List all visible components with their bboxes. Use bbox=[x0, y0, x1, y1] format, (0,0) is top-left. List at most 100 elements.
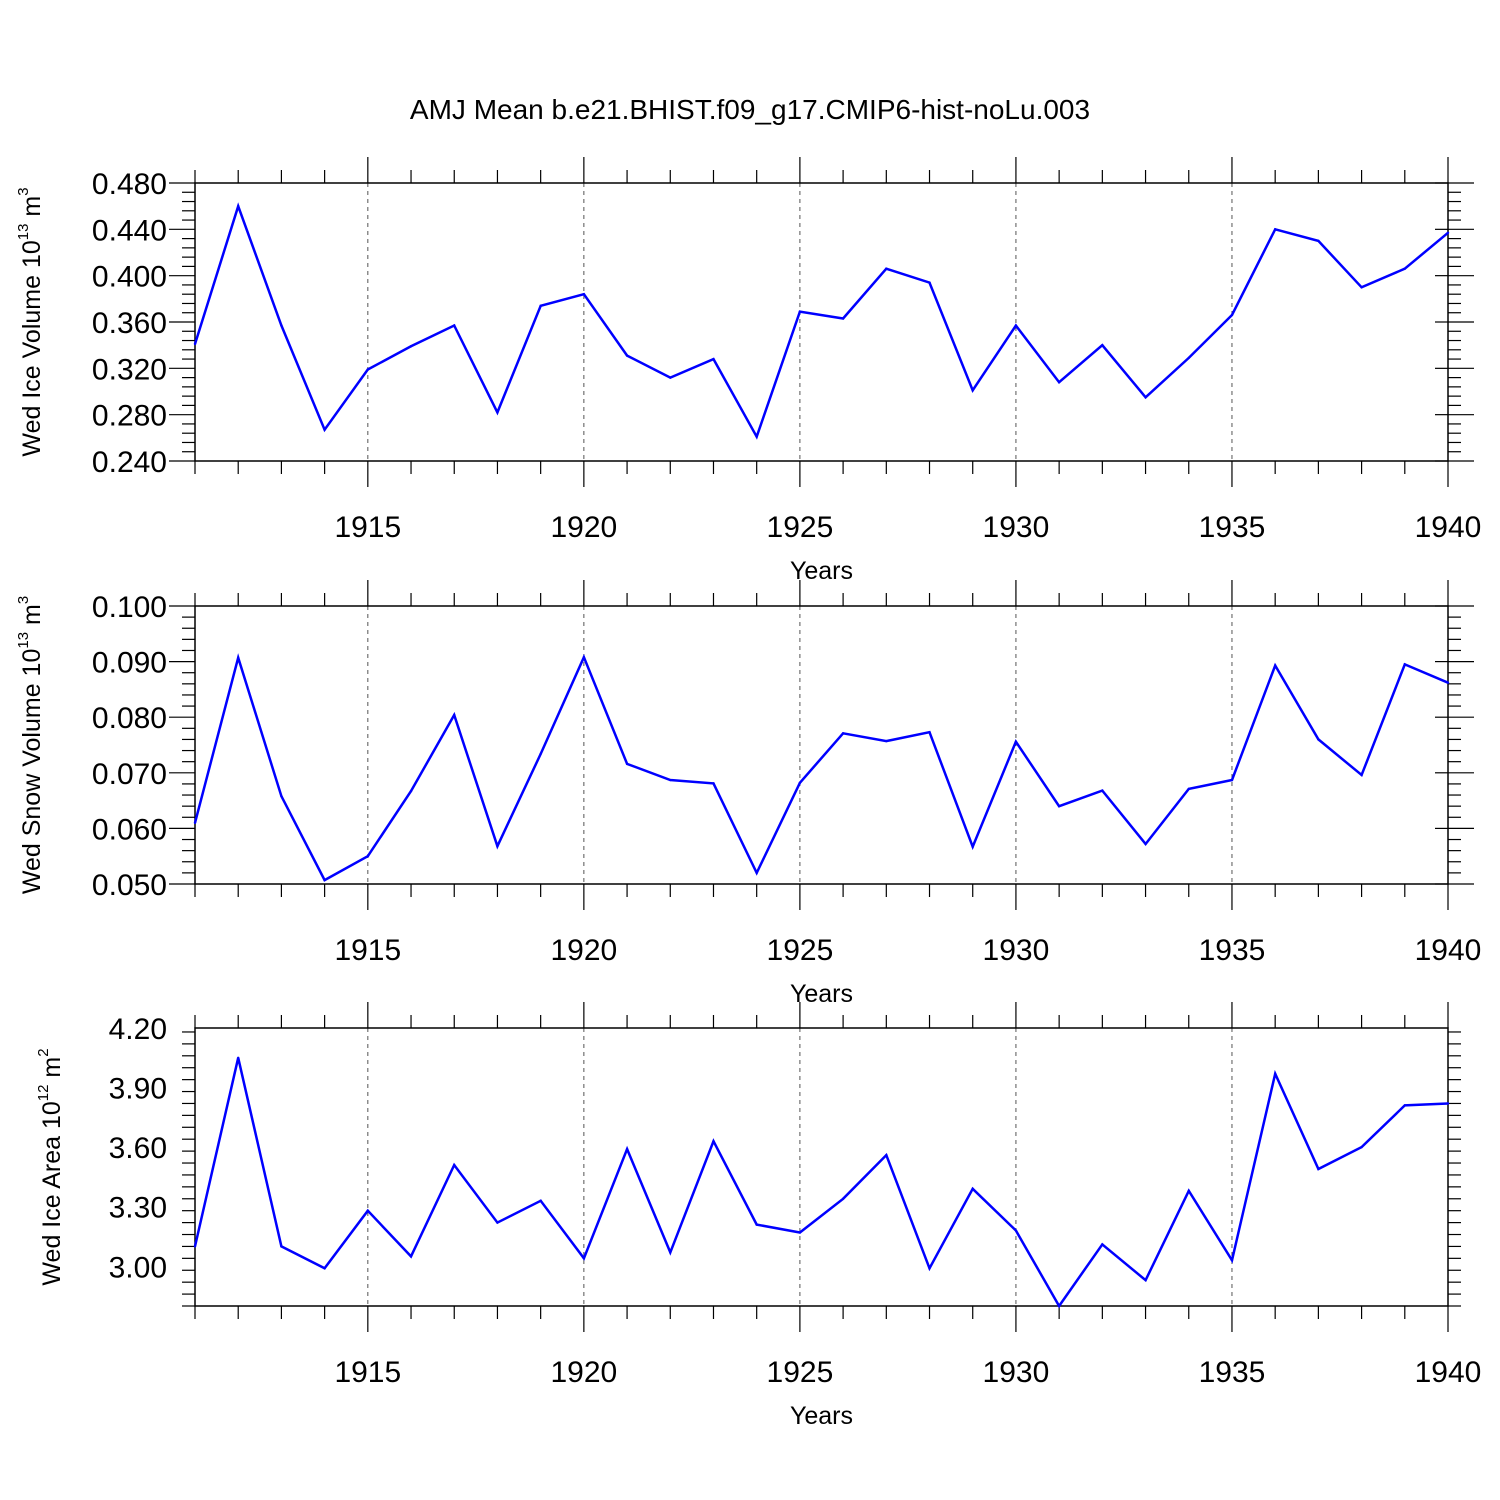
data-point bbox=[798, 1231, 802, 1234]
data-point bbox=[1187, 787, 1190, 791]
data-point bbox=[885, 267, 888, 270]
data-point bbox=[755, 871, 758, 875]
data-point bbox=[1273, 228, 1277, 231]
data-point bbox=[323, 428, 326, 431]
y-tick-label: 0.240 bbox=[92, 446, 167, 479]
data-point bbox=[885, 739, 888, 743]
data-point bbox=[323, 878, 326, 882]
data-point bbox=[798, 781, 802, 785]
x-axis-label: Years bbox=[790, 1402, 853, 1430]
x-tick-label: 1920 bbox=[550, 511, 617, 544]
data-point bbox=[582, 655, 586, 659]
data-point bbox=[1057, 381, 1061, 384]
series-line bbox=[193, 653, 1449, 882]
data-point bbox=[712, 357, 715, 361]
x-tick-label: 1930 bbox=[983, 1356, 1050, 1389]
x-tick-label: 1935 bbox=[1199, 934, 1266, 967]
data-point bbox=[280, 794, 283, 798]
data-point bbox=[409, 1255, 413, 1258]
data-point bbox=[1101, 343, 1104, 347]
y-tick-label: 0.320 bbox=[92, 353, 167, 386]
data-point bbox=[1014, 324, 1018, 327]
y-label-unit-exponent: 3 bbox=[15, 187, 32, 195]
data-point bbox=[496, 844, 499, 848]
y-tick-label: 0.070 bbox=[92, 758, 167, 791]
data-point bbox=[1446, 681, 1450, 684]
data-point bbox=[1057, 804, 1061, 808]
data-point bbox=[625, 354, 629, 357]
y-tick-label: 0.060 bbox=[92, 813, 167, 846]
y-label-unit-exponent: 3 bbox=[15, 596, 32, 604]
y-label-exponent: 13 bbox=[15, 224, 32, 241]
y-tick-label: 4.20 bbox=[109, 1013, 167, 1046]
data-point bbox=[582, 293, 586, 296]
data-point bbox=[496, 411, 499, 414]
plot-frame bbox=[194, 1027, 1449, 1307]
data-point bbox=[453, 713, 456, 717]
data-point bbox=[539, 752, 542, 756]
data-point bbox=[1101, 789, 1104, 792]
data-point bbox=[755, 1223, 758, 1226]
data-point bbox=[496, 1221, 499, 1224]
x-tick-label: 1940 bbox=[1415, 511, 1482, 544]
data-point bbox=[1144, 396, 1147, 399]
data-point bbox=[669, 778, 672, 782]
data-point bbox=[669, 1251, 672, 1254]
y-label-exponent: 12 bbox=[35, 1085, 52, 1102]
data-point bbox=[193, 821, 197, 825]
x-tick-label: 1935 bbox=[1199, 511, 1266, 544]
data-point bbox=[1403, 663, 1406, 666]
data-point bbox=[193, 1245, 197, 1248]
data-point bbox=[1317, 1167, 1320, 1171]
x-tick-label: 1935 bbox=[1199, 1356, 1266, 1389]
panel-1: 0.240 0.280 0.320 0.360 0.400 0.440 0.480 1915 1… bbox=[15, 157, 1481, 585]
x-tick-label: 1920 bbox=[550, 934, 617, 967]
x-tick-label: 1915 bbox=[334, 1356, 401, 1389]
x-tick-label: 1925 bbox=[767, 934, 834, 967]
x-tick-label: 1930 bbox=[983, 511, 1050, 544]
data-point bbox=[280, 324, 283, 327]
data-point bbox=[1187, 1189, 1190, 1193]
y-label-unit-exponent: 2 bbox=[35, 1048, 52, 1056]
data-point bbox=[625, 762, 629, 766]
data-point bbox=[366, 368, 370, 371]
y-tick-label: 0.080 bbox=[92, 702, 167, 735]
y-label-main: Wed Snow Volume 10 bbox=[18, 649, 46, 895]
data-point bbox=[1014, 740, 1018, 743]
y-tick-label: 0.440 bbox=[92, 214, 167, 247]
y-label-unit: m bbox=[18, 196, 46, 224]
data-point bbox=[1360, 286, 1363, 289]
data-point bbox=[841, 1197, 845, 1200]
data-point bbox=[1144, 1278, 1147, 1282]
data-point bbox=[1403, 267, 1406, 270]
data-point bbox=[1360, 773, 1363, 777]
data-point bbox=[1360, 1145, 1363, 1149]
series-line bbox=[193, 1057, 1449, 1309]
x-tick-label: 1925 bbox=[767, 1356, 834, 1389]
data-point bbox=[582, 1257, 586, 1260]
data-point bbox=[539, 304, 542, 307]
chart-title: AMJ Mean b.e21.BHIST.f09_g17.CMIP6-hist-… bbox=[410, 94, 1090, 125]
data-point bbox=[1317, 738, 1320, 741]
y-label-main: Wed Ice Area 10 bbox=[38, 1101, 66, 1285]
plot-frame bbox=[194, 605, 1449, 885]
data-point bbox=[712, 1139, 715, 1143]
x-tick-label: 1925 bbox=[767, 511, 834, 544]
data-point bbox=[971, 845, 974, 848]
data-point bbox=[237, 656, 240, 659]
y-tick-label: 0.360 bbox=[92, 307, 167, 340]
data-point bbox=[1446, 1102, 1450, 1105]
data-point bbox=[539, 1199, 542, 1202]
data-point bbox=[280, 1245, 283, 1248]
data-point bbox=[625, 1147, 629, 1151]
data-point bbox=[237, 204, 240, 208]
y-axis-label: Wed Ice Area 1012 m2 bbox=[35, 1048, 66, 1285]
data-point bbox=[1273, 1072, 1277, 1075]
x-tick-label: 1930 bbox=[983, 934, 1050, 967]
data-point bbox=[237, 1056, 240, 1059]
x-tick-label: 1915 bbox=[334, 934, 401, 967]
data-point bbox=[409, 789, 413, 793]
data-point bbox=[1317, 239, 1320, 243]
data-point bbox=[1230, 313, 1234, 317]
